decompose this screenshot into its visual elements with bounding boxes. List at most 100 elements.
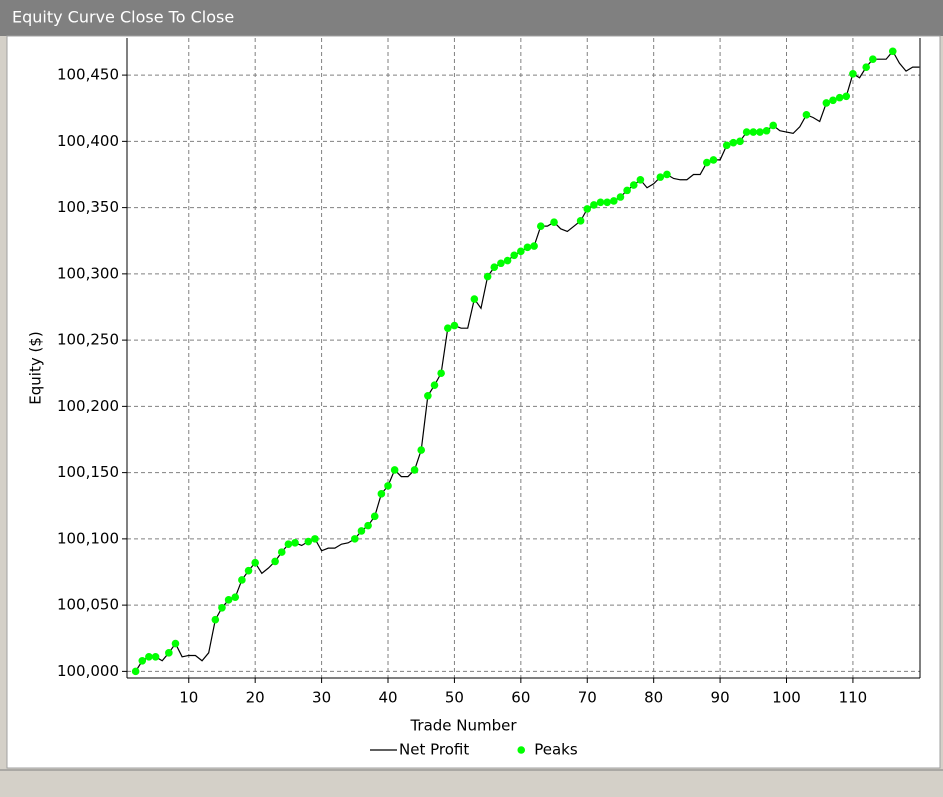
y-tick-label: 100,100: [57, 529, 119, 547]
y-tick-label: 100,400: [57, 132, 119, 150]
x-tick-label: 20: [246, 689, 265, 707]
peak-marker: [311, 535, 319, 543]
y-tick-label: 100,250: [57, 331, 119, 349]
peak-marker: [211, 615, 220, 624]
peak-marker: [888, 47, 897, 56]
peak-marker: [729, 138, 738, 147]
peak-marker: [390, 466, 399, 474]
legend-label: Net Profit: [399, 741, 469, 759]
peak-marker: [483, 272, 492, 281]
peak-marker: [550, 218, 558, 226]
x-tick-label: 60: [511, 689, 530, 707]
x-tick-label: 40: [378, 689, 397, 707]
peak-marker: [171, 639, 180, 648]
peak-marker: [842, 92, 851, 101]
peak-marker: [370, 512, 379, 521]
peak-marker: [736, 137, 744, 146]
peak-marker: [357, 527, 366, 535]
peak-marker: [749, 128, 758, 136]
peak-marker: [470, 295, 479, 303]
peak-marker: [835, 93, 844, 102]
peak-marker: [722, 141, 731, 150]
peak-marker: [271, 557, 279, 566]
peak-marker: [603, 198, 611, 207]
x-axis-label: Trade Number: [409, 717, 517, 735]
peak-marker: [277, 548, 286, 556]
peak-marker: [517, 247, 525, 256]
peak-marker: [437, 369, 445, 378]
peak-marker: [291, 539, 299, 547]
peak-marker: [450, 321, 459, 330]
peak-marker: [742, 128, 751, 136]
y-tick-label: 100,150: [57, 463, 119, 481]
peak-marker: [244, 566, 253, 575]
y-tick-label: 100,300: [57, 264, 119, 282]
peak-marker: [364, 521, 372, 530]
legend-label: Peaks: [534, 741, 578, 759]
peak-marker: [802, 111, 811, 119]
peak-marker: [636, 175, 645, 184]
peak-marker: [503, 256, 512, 265]
peak-marker: [224, 596, 233, 604]
peak-marker: [430, 381, 439, 389]
peak-marker: [610, 197, 618, 205]
chart-area: [6, 35, 941, 769]
y-tick-label: 100,050: [57, 596, 119, 614]
peak-marker: [443, 324, 452, 332]
peak-marker: [530, 242, 538, 250]
peak-marker: [629, 181, 638, 189]
peak-marker: [590, 201, 598, 209]
title-bar: [0, 0, 943, 36]
x-tick-label: 70: [578, 689, 597, 707]
peak-marker: [536, 222, 545, 230]
peak-marker: [138, 656, 147, 665]
peak-marker: [849, 69, 857, 78]
peak-marker: [351, 535, 359, 543]
x-tick-label: 100: [772, 689, 801, 707]
peak-marker: [384, 482, 392, 490]
peak-marker: [663, 170, 671, 179]
peak-marker: [703, 158, 711, 167]
peak-marker: [862, 63, 871, 71]
peak-marker: [709, 156, 718, 164]
peak-marker: [284, 540, 293, 548]
peak-marker: [497, 259, 505, 268]
peak-marker: [424, 391, 432, 400]
peak-marker: [238, 576, 246, 584]
peak-marker: [623, 186, 631, 195]
peak-marker: [490, 263, 499, 272]
y-tick-label: 100,350: [57, 198, 119, 216]
peak-marker: [583, 205, 592, 213]
peak-marker: [822, 99, 831, 107]
peak-marker: [410, 466, 419, 474]
peak-marker: [756, 128, 764, 136]
peak-marker: [304, 537, 313, 546]
plot: 100,000 100,050 100,100 100,150 100,200 100,2…: [27, 38, 921, 759]
y-tick-label: 100,200: [57, 397, 119, 415]
peak-marker: [417, 446, 426, 454]
legend-swatch: [517, 746, 526, 754]
peak-marker: [377, 490, 386, 498]
peak-marker: [869, 55, 877, 64]
peak-marker: [523, 243, 532, 252]
peak-marker: [656, 173, 665, 181]
peak-marker: [769, 121, 778, 130]
peak-marker: [616, 193, 625, 201]
x-tick-label: 30: [312, 689, 331, 707]
peak-marker: [251, 558, 259, 567]
x-tick-label: 10: [179, 689, 198, 707]
x-tick-label: 50: [445, 689, 464, 707]
peak-marker: [510, 251, 519, 260]
y-tick-label: 100,450: [57, 66, 119, 84]
x-tick-label: 110: [839, 689, 868, 707]
peak-marker: [151, 652, 160, 661]
peak-marker: [145, 652, 153, 661]
y-axis-label: Equity ($): [27, 331, 45, 404]
window-title: Equity Curve Close To Close: [12, 8, 234, 27]
peak-marker: [231, 593, 240, 601]
x-tick-label: 80: [644, 689, 663, 707]
peak-marker: [218, 603, 226, 612]
peak-marker: [596, 198, 605, 207]
